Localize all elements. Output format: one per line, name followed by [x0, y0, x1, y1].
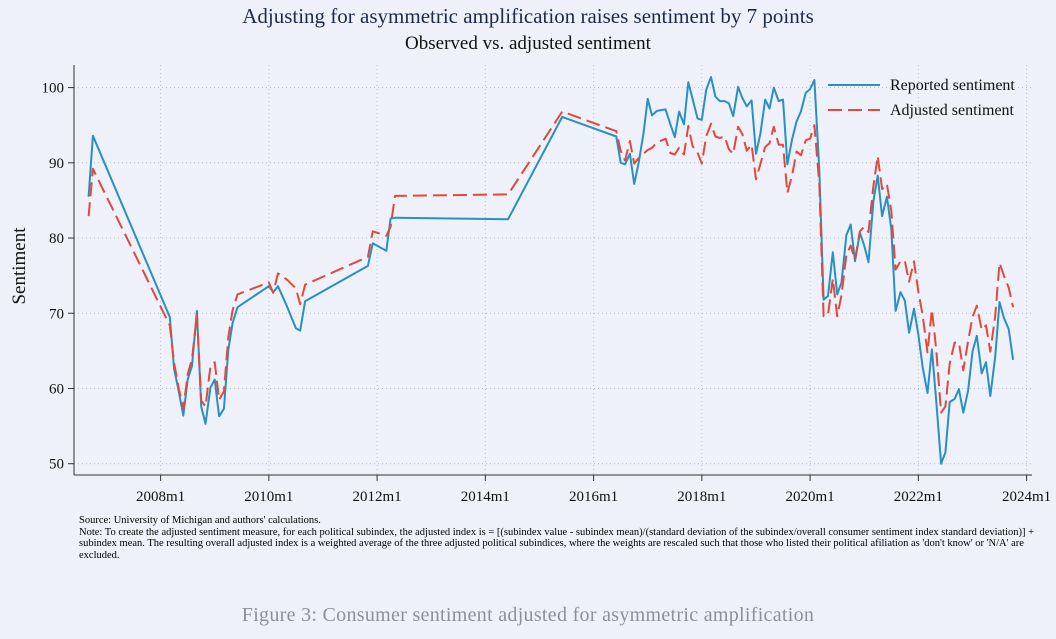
- y-tick-label: 70: [49, 306, 64, 322]
- axes: 50 60 70 80 90 100 2008m1 2010m1 2012m1 2014m1 201…: [42, 65, 1051, 505]
- series-reported-sentiment: [87, 76, 1015, 465]
- x-tick-label: 2014m1: [461, 489, 510, 505]
- chart-subtitle: Observed vs. adjusted sentiment: [405, 33, 651, 54]
- x-tick-label: 2020m1: [786, 489, 835, 505]
- legend-label-adjusted: Adjusted sentiment: [890, 102, 1015, 119]
- x-tick-label: 2024m1: [1002, 489, 1051, 505]
- y-tick-label: 90: [49, 156, 64, 172]
- chart-title: Adjusting for asymmetric amplification r…: [242, 4, 814, 28]
- x-tick-label: 2008m1: [136, 489, 185, 505]
- legend-label-reported: Reported sentiment: [890, 77, 1015, 94]
- x-tick-label: 2016m1: [569, 489, 618, 505]
- x-tick-label: 2010m1: [244, 489, 293, 505]
- x-tick-label: 2018m1: [677, 489, 726, 505]
- series-adjusted-sentiment: [87, 110, 1015, 414]
- y-tick-label: 50: [49, 457, 64, 473]
- y-tick-label: 60: [49, 381, 64, 397]
- y-tick-label: 100: [42, 81, 65, 97]
- plot-area: [74, 65, 1032, 475]
- y-tick-label: 80: [49, 231, 64, 247]
- series-lines: [87, 76, 1015, 465]
- figure-notes: Source: University of Michigan and autho…: [79, 515, 1039, 561]
- source-note: Source: University of Michigan and autho…: [79, 515, 321, 526]
- x-tick-label: 2012m1: [353, 489, 402, 505]
- figure-caption: Figure 3: Consumer sentiment adjusted fo…: [241, 604, 815, 626]
- method-note: Note: To create the adjusted sentiment m…: [79, 526, 1035, 561]
- legend: Reported sentiment Adjusted sentiment: [828, 77, 1015, 119]
- grid-lines: [74, 65, 1032, 475]
- x-tick-label: 2022m1: [894, 489, 943, 505]
